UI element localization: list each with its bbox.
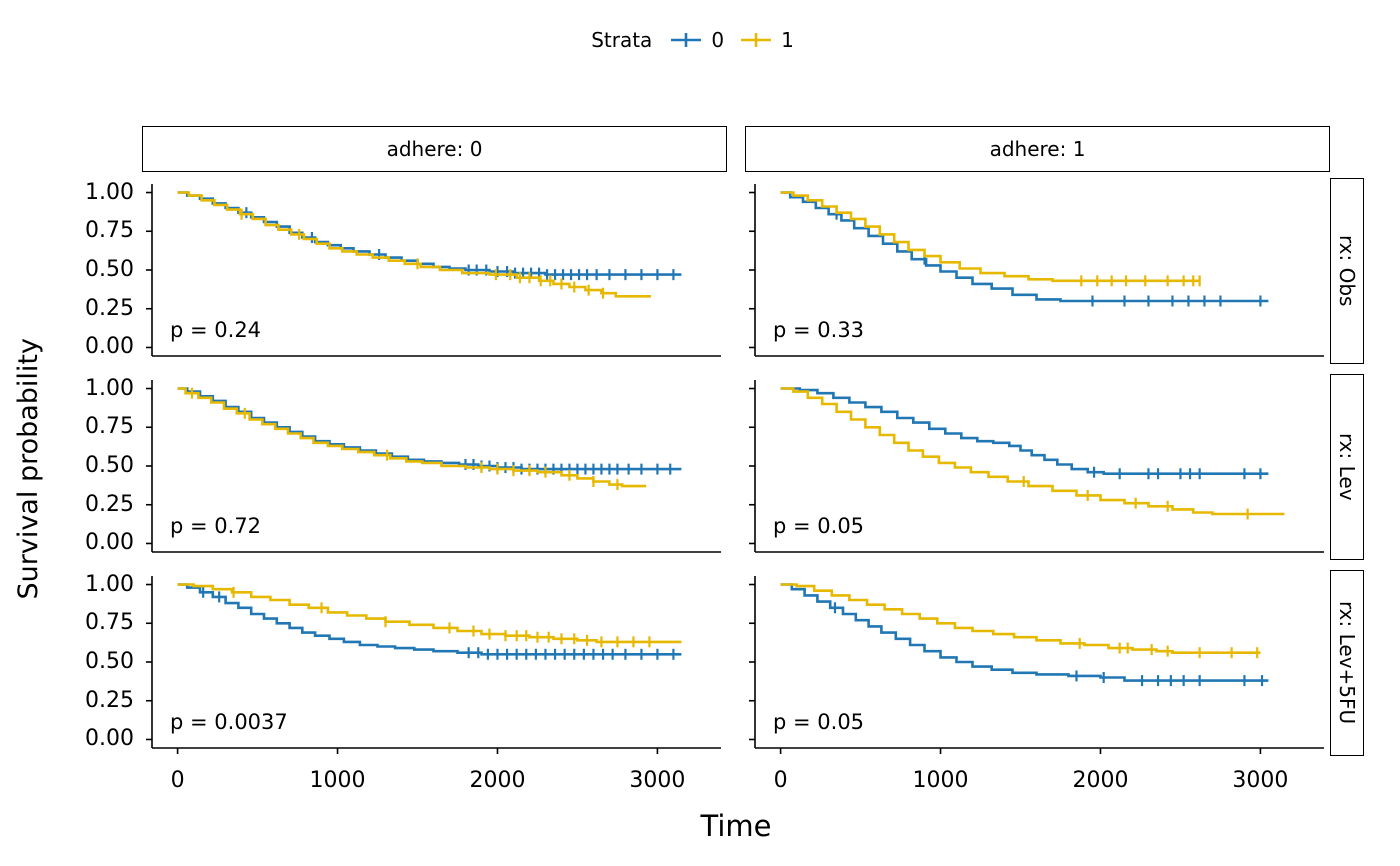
legend: Strata 0 1: [6, 18, 1379, 62]
facet-row-rx-obs: 0.00 0.25 0.50 0.75 1.00 p = 0.24 p = 0.33 r…: [50, 178, 1364, 364]
p-value-label: p = 0.72: [170, 514, 262, 538]
facet-grid: adhere: 0 adhere: 1 0.00 0.25 0.50 0.75 1.00…: [50, 126, 1364, 850]
y-axis-ticks: 0.00 0.25 0.50 0.75 1.00: [85, 571, 134, 752]
panel-rx-lev-adhere-1: p = 0.05: [745, 374, 1330, 560]
panel-rx-lev-adhere-0: p = 0.72: [142, 374, 727, 560]
p-value-label: p = 0.33: [773, 318, 865, 342]
facet-strip-rx-lev-label: rx: Lev: [1335, 433, 1359, 501]
strata-0-key-icon: [671, 33, 702, 47]
facet-strip-row: adhere: 0 adhere: 1: [50, 126, 1364, 172]
x-axis-title: Time: [700, 809, 772, 843]
facet-strip-adhere-0-label: adhere: 0: [386, 137, 483, 161]
legend-item-label: 0: [711, 28, 725, 52]
facet-strip-adhere-1-label: adhere: 1: [989, 137, 1086, 161]
y-axis-ticks: 0.00 0.25 0.50 0.75 1.00: [85, 179, 134, 360]
p-value-label: p = 0.24: [170, 318, 262, 342]
facet-row-rx-lev: 0.00 0.25 0.50 0.75 1.00 p = 0.72 p = 0.05 r…: [50, 374, 1364, 560]
p-value-label: p = 0.05: [773, 514, 865, 538]
p-value-label: p = 0.05: [773, 710, 865, 734]
x-axis-ticks-col-1: 0 1000 2000 3000: [773, 768, 1289, 793]
panel-rx-obs-adhere-0: p = 0.24: [142, 178, 727, 364]
plot-area: Survival probability adhere: 0 adhere: 1…: [6, 126, 1379, 850]
panel-rx-lev5fu-adhere-1: p = 0.05: [745, 570, 1330, 756]
facet-strip-rx-obs-label: rx: Obs: [1335, 235, 1359, 307]
x-axis-title-row: Time: [50, 802, 1364, 850]
legend-item-label: 1: [781, 28, 794, 52]
facet-strip-adhere-1: adhere: 1: [745, 126, 1330, 172]
y-axis-ticks: 0.00 0.25 0.50 0.75 1.00: [85, 375, 134, 556]
legend-item-strata-1: 1: [738, 28, 794, 52]
x-axis-ticks-col-0: 0 1000 2000 3000: [170, 768, 686, 793]
panel-rx-obs-adhere-1: p = 0.33: [745, 178, 1330, 364]
facet-strip-rx-obs: rx: Obs: [1330, 178, 1364, 364]
facet-strip-rx-lev5fu-label: rx: Lev+5FU: [1335, 601, 1359, 725]
legend-item-strata-0: 0: [668, 28, 724, 52]
facet-strip-rx-lev: rx: Lev: [1330, 374, 1364, 560]
y-axis-title: Survival probability: [12, 338, 44, 600]
panel-rx-lev5fu-adhere-0: p = 0.0037: [142, 570, 727, 756]
facet-strip-rx-lev5fu: rx: Lev+5FU: [1330, 570, 1364, 756]
legend-title: Strata: [591, 28, 653, 52]
strata-1-key-icon: [741, 33, 772, 47]
x-axis-tick-row: 0 1000 2000 3000 0 1000 2000 3000: [50, 766, 1364, 802]
facet-strip-adhere-0: adhere: 0: [142, 126, 727, 172]
facet-row-rx-lev5fu: 0.00 0.25 0.50 0.75 1.00 p = 0.0037 p = 0.05…: [50, 570, 1364, 756]
p-value-label: p = 0.0037: [170, 710, 288, 734]
